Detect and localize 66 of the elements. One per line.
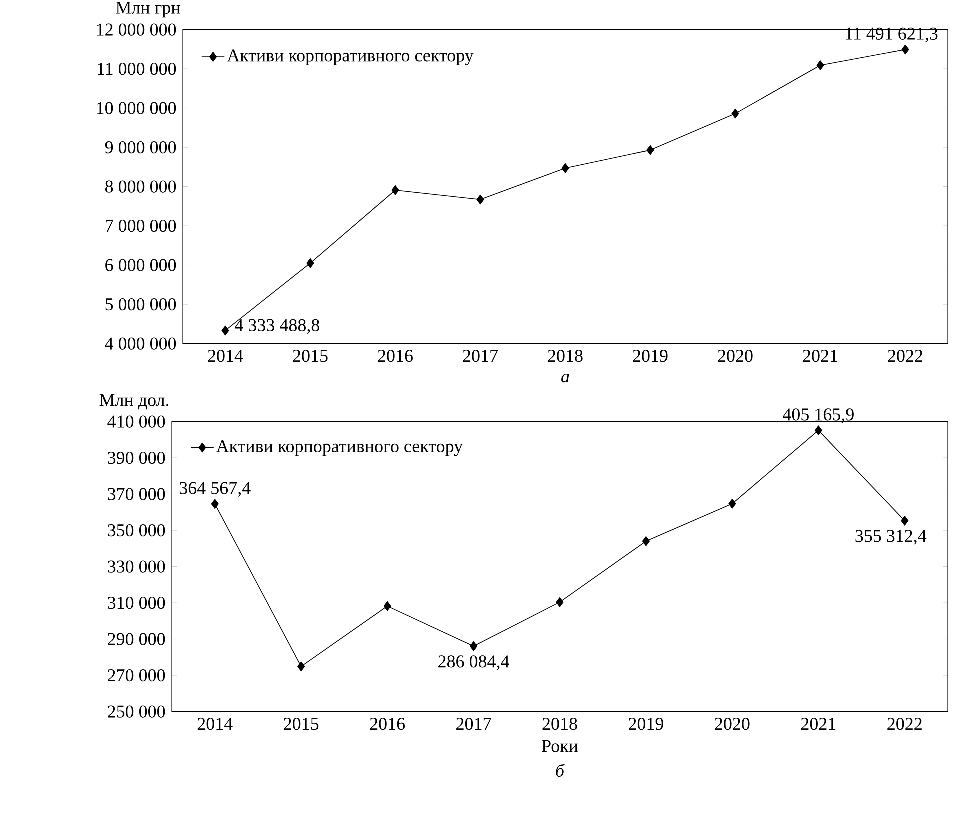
- x-tick-label: 2016: [370, 718, 406, 730]
- x-tick-label: 2018: [542, 718, 578, 730]
- y-tick-label: 8 000 000: [106, 180, 176, 193]
- text: а: [562, 374, 570, 383]
- x-tick-label: 2022: [888, 350, 923, 362]
- y-tick-label: 370 000: [108, 488, 166, 500]
- x-tick-label: 2021: [803, 350, 838, 362]
- y-tick-label: 4 000 000: [105, 338, 176, 350]
- y-tick-label: 330 000: [108, 560, 166, 573]
- x-tick-label: 2020: [718, 350, 753, 362]
- point: [816, 60, 824, 71]
- x-tick-label: 2014: [198, 718, 233, 730]
- y-tick-label: 410 000: [108, 416, 166, 428]
- y-tick-label: 12 000 000: [97, 24, 176, 36]
- data-label: 355 312,4: [856, 530, 927, 545]
- point: [306, 258, 314, 268]
- y-tick-label: 6 000 000: [106, 259, 176, 272]
- point: [298, 662, 306, 672]
- y-tick-label: 290 000: [108, 633, 166, 646]
- y-axis-title: Млн дол.: [100, 394, 169, 410]
- x-tick-label: 2015: [293, 350, 328, 362]
- point: [646, 146, 654, 156]
- point: [562, 164, 570, 174]
- x-tick-label: 2017: [456, 718, 492, 730]
- x-tick-label: 2020: [715, 718, 750, 730]
- y-tick-label: 310 000: [108, 597, 166, 610]
- point: [384, 602, 392, 612]
- x-tick-label: 2014: [208, 350, 244, 362]
- y-tick-label: 7 000 000: [106, 220, 176, 232]
- point: [476, 194, 484, 205]
- data-label: 286 084,4: [438, 656, 510, 670]
- point: [732, 108, 740, 119]
- y-tick-label: 270 000: [108, 670, 166, 682]
- point: [901, 516, 909, 526]
- x-axis-title: Роки: [542, 740, 578, 752]
- point: [470, 642, 478, 652]
- y-tick-label: 5 000 000: [106, 298, 176, 311]
- point: [556, 598, 564, 608]
- data-label: 364 567,4: [180, 482, 251, 498]
- y-tick-label: 9 000 000: [105, 142, 176, 154]
- point: [728, 499, 736, 509]
- x-tick-label: 2015: [284, 718, 319, 730]
- legend-label: Активи корпоративного сектору: [216, 440, 464, 456]
- point: [902, 44, 910, 55]
- point: [211, 499, 219, 510]
- y-tick-label: 350 000: [108, 524, 166, 537]
- point: [222, 326, 230, 336]
- data-label: 4 333 488,8: [235, 319, 320, 334]
- point: [642, 536, 650, 546]
- x-tick-label: 2019: [629, 718, 664, 730]
- x-tick-label: 2021: [801, 718, 836, 730]
- x-tick-label: 2019: [633, 350, 668, 362]
- y-tick-label: 10 000 000: [97, 102, 176, 114]
- x-tick-label: 2016: [378, 350, 413, 362]
- y-tick-label: 390 000: [108, 452, 166, 464]
- y-axis-title: Млн грн: [116, 2, 180, 18]
- y-tick-label: 250 000: [108, 706, 166, 718]
- data-label: 405 165,9: [783, 408, 854, 424]
- point: [392, 186, 400, 196]
- point: [814, 426, 822, 436]
- x-tick-label: 2017: [463, 350, 498, 362]
- legend-label: Активи корпоративного сектору: [227, 50, 474, 66]
- x-tick-label: 2022: [888, 718, 922, 730]
- x-tick-label: 2018: [548, 350, 583, 362]
- y-tick-label: 11 000 000: [98, 63, 176, 76]
- text: б: [556, 764, 566, 778]
